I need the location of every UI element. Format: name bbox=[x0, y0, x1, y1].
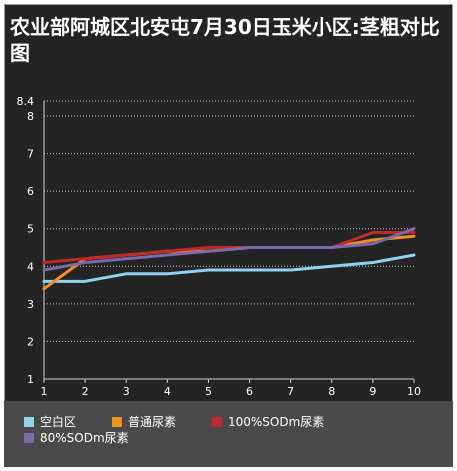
legend-label: 80%SODm尿素 bbox=[40, 431, 129, 445]
y-tick-label: 3 bbox=[27, 298, 34, 311]
grid-layer bbox=[44, 100, 414, 380]
y-tick-label: 8 bbox=[27, 110, 34, 123]
chart-legend: 空白区 普通尿素 100%SODm尿素 80%SODm尿素 bbox=[4, 401, 453, 467]
x-tick-label: 7 bbox=[287, 385, 294, 398]
x-tick-label: 8 bbox=[328, 385, 335, 398]
x-tick-label: 6 bbox=[246, 385, 253, 398]
legend-label: 普通尿素 bbox=[128, 415, 177, 429]
legend-item: 80%SODm尿素 bbox=[24, 429, 129, 446]
y-tick-label: 2 bbox=[27, 335, 34, 348]
x-tick-label: 5 bbox=[205, 385, 212, 398]
legend-swatch bbox=[24, 416, 34, 427]
y-tick-label: 1 bbox=[27, 373, 34, 386]
chart-frame bbox=[4, 4, 453, 467]
chart-title: 农业部阿城区北安屯7月30日玉米小区:茎粗对比图 bbox=[10, 15, 440, 65]
series-layer bbox=[42, 227, 416, 291]
legend-item: 普通尿素 bbox=[112, 413, 176, 430]
x-tick-label: 1 bbox=[41, 385, 48, 398]
x-tick-label: 4 bbox=[164, 385, 171, 398]
series-line-4 bbox=[42, 227, 416, 272]
tick-layer: 1 2 3 4 5 6 7 8 8.4 1 2 3 4 5 6 7 8 9 10 bbox=[17, 95, 422, 398]
legend-label: 空白区 bbox=[40, 415, 77, 429]
y-tick-label: 7 bbox=[27, 148, 34, 161]
x-tick-label: 3 bbox=[123, 385, 130, 398]
y-tick-label: 8.4 bbox=[17, 95, 35, 108]
legend-swatch bbox=[112, 416, 122, 427]
axis-layer bbox=[43, 101, 415, 383]
y-tick-label: 4 bbox=[27, 260, 34, 273]
legend-item: 100%SODm尿素 bbox=[212, 413, 324, 430]
y-tick-label: 6 bbox=[27, 185, 34, 198]
legend-label: 100%SODm尿素 bbox=[228, 415, 325, 429]
series-line-1 bbox=[42, 253, 416, 283]
y-tick-label: 5 bbox=[27, 223, 34, 236]
x-tick-label: 10 bbox=[407, 385, 421, 398]
legend-swatch bbox=[212, 416, 222, 427]
x-tick-label: 9 bbox=[369, 385, 376, 398]
series-line-3 bbox=[42, 230, 416, 265]
x-tick-label: 2 bbox=[82, 385, 89, 398]
legend-item: 空白区 bbox=[24, 413, 76, 430]
legend-swatch bbox=[24, 432, 34, 443]
